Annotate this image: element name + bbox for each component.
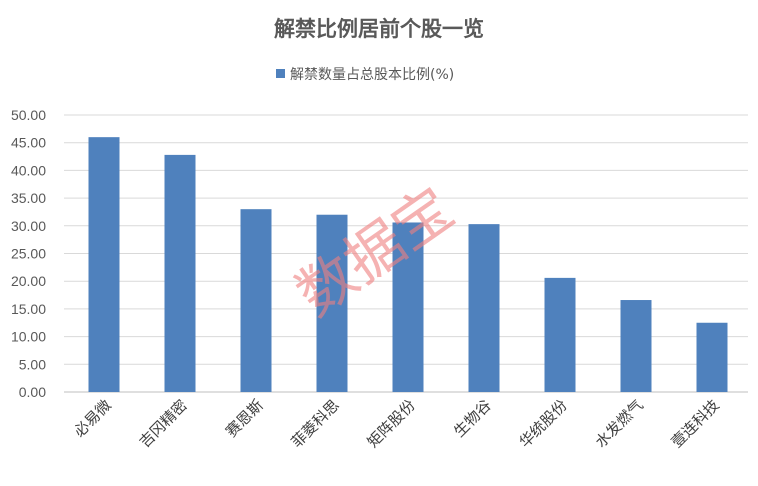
y-tick-label: 10.00	[11, 329, 46, 345]
x-tick-label: 菲菱科思	[288, 396, 343, 451]
chart-title: 解禁比例居前个股一览	[274, 17, 484, 41]
bar-必易微	[88, 137, 120, 392]
y-tick-label: 40.00	[11, 162, 46, 178]
x-tick-label: 水发燃气	[592, 396, 647, 451]
bar-水发燃气	[620, 300, 652, 392]
bar-生物谷	[468, 224, 500, 392]
bar-赛恩斯	[240, 209, 272, 392]
y-tick-label: 25.00	[11, 246, 46, 262]
y-tick-label: 35.00	[11, 190, 46, 206]
y-tick-label: 50.00	[11, 107, 46, 123]
x-tick-label: 华统股份	[516, 396, 571, 451]
y-tick-label: 0.00	[19, 384, 46, 400]
bar-壹连科技	[696, 322, 728, 392]
x-tick-label: 生物谷	[450, 396, 495, 441]
x-tick-label: 吉冈精密	[136, 396, 191, 451]
x-tick-label: 矩阵股份	[364, 396, 419, 451]
bar-吉冈精密	[164, 154, 196, 392]
bar-矩阵股份	[392, 222, 424, 392]
bar-华统股份	[544, 277, 576, 392]
watermark: 数据宝	[284, 174, 466, 330]
legend-swatch	[276, 69, 285, 78]
y-tick-label: 30.00	[11, 218, 46, 234]
y-tick-label: 15.00	[11, 301, 46, 317]
y-tick-label: 5.00	[19, 356, 46, 372]
bar-菲菱科思	[316, 214, 348, 392]
y-tick-label: 20.00	[11, 273, 46, 289]
legend: 解禁数量占总股本比例(%)	[276, 67, 454, 83]
y-tick-label: 45.00	[11, 135, 46, 151]
x-tick-label: 必易微	[70, 396, 115, 441]
x-tick-label: 赛恩斯	[222, 396, 267, 441]
legend-label: 解禁数量占总股本比例(%)	[290, 67, 454, 83]
x-tick-label: 壹连科技	[668, 396, 723, 451]
